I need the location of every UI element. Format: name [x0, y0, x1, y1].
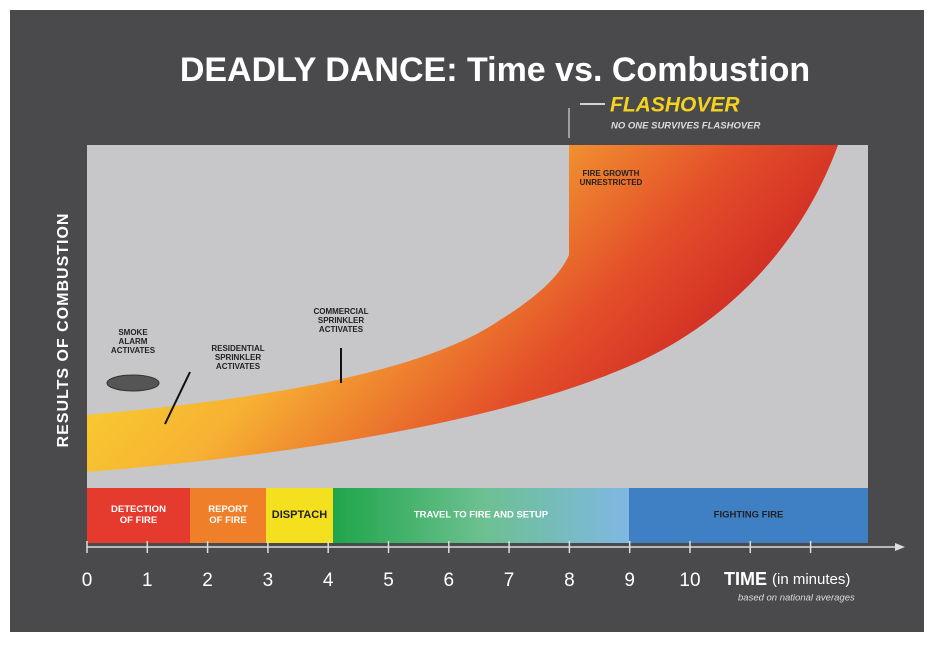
label-line: SMOKE	[118, 328, 148, 337]
x-tick-label: 6	[444, 570, 455, 591]
label-line: DETECTION	[111, 504, 166, 515]
x-tick-label: 4	[323, 570, 334, 591]
label-line: SPRINKLER	[215, 353, 261, 362]
label-line: REPORT	[208, 504, 248, 515]
label-line: ACTIVATES	[111, 346, 156, 355]
x-axis-unit: (in minutes)	[772, 571, 850, 588]
smoke-alarm-icon	[106, 374, 160, 392]
phase-block	[333, 488, 629, 543]
label-line: TRAVEL TO FIRE AND SETUP	[414, 510, 549, 521]
x-tick-label: 0	[82, 570, 93, 591]
axis-arrowhead	[895, 543, 905, 551]
label-line: OF FIRE	[209, 515, 246, 526]
x-axis-label: TIME (in minutes)	[724, 569, 850, 589]
x-tick-label: 5	[383, 570, 394, 591]
label-line: ALARM	[119, 337, 148, 346]
x-tick-label: 8	[564, 570, 575, 591]
x-axis-note: based on national averages	[738, 593, 855, 604]
x-tick-label: 3	[263, 570, 274, 591]
arrow	[164, 371, 191, 425]
label-line: ACTIVATES	[319, 325, 364, 334]
x-tick-label: 9	[624, 570, 635, 591]
label-line: SPRINKLER	[318, 316, 364, 325]
x-tick-label: 1	[142, 570, 153, 591]
x-tick-label: 7	[504, 570, 515, 591]
label-line: UNRESTRICTED	[580, 178, 643, 187]
phase-block	[629, 488, 868, 543]
phase-block	[266, 488, 333, 543]
label-line: DISPTACH	[272, 509, 327, 521]
y-axis-label: RESULTS OF COMBUSTION	[55, 213, 72, 448]
label-line: FIGHTING FIRE	[714, 510, 784, 521]
title: DEADLY DANCE: Time vs. Combustion	[180, 51, 810, 89]
phase-block	[87, 488, 190, 543]
flashover-note: NO ONE SURVIVES FLASHOVER	[611, 121, 761, 132]
x-tick-label: 10	[679, 570, 700, 591]
label-line: COMMERCIAL	[313, 307, 368, 316]
x-axis-main: TIME	[724, 569, 767, 589]
label-line: FIRE GROWTH	[583, 169, 640, 178]
x-tick-label: 2	[202, 570, 213, 591]
label-line: OF FIRE	[120, 515, 157, 526]
flashover-label: FLASHOVER	[610, 94, 740, 117]
phase-block	[190, 488, 266, 543]
label-line: RESIDENTIAL	[211, 344, 264, 353]
fire-curve	[87, 145, 838, 472]
label-line: ACTIVATES	[216, 362, 261, 371]
